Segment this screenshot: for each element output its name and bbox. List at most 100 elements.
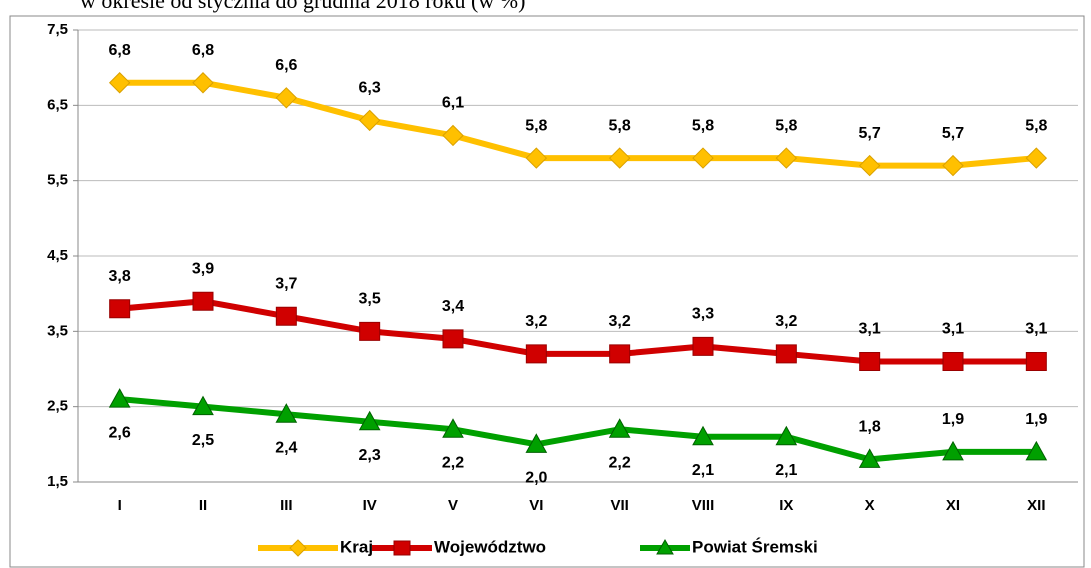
y-tick-label: 4,5 (47, 247, 68, 264)
y-tick-label: 1,5 (47, 473, 68, 490)
data-label: 3,2 (775, 313, 797, 330)
data-label: 6,8 (192, 42, 214, 59)
marker (1025, 147, 1048, 169)
data-label: 3,4 (442, 298, 464, 315)
data-label: 3,8 (109, 268, 131, 285)
x-tick-label: VII (610, 497, 628, 514)
data-label: 6,8 (109, 42, 131, 59)
data-label: 1,8 (859, 419, 881, 436)
data-label: 3,1 (1025, 321, 1047, 338)
data-label: 3,3 (692, 306, 714, 323)
marker (775, 147, 798, 169)
marker (608, 147, 631, 169)
data-label: 3,9 (192, 260, 214, 277)
data-label: 3,5 (359, 291, 381, 308)
marker (859, 351, 881, 371)
marker (692, 336, 714, 356)
chart-frame (9, 15, 1085, 568)
data-label: 5,8 (609, 117, 631, 134)
data-label: 2,5 (192, 432, 214, 449)
series-line (119, 298, 1037, 365)
y-tick-label: 3,5 (47, 322, 68, 339)
x-tick-label: XII (1027, 497, 1045, 514)
x-tick-label: III (280, 497, 293, 514)
x-tick-label: I (118, 497, 122, 514)
x-tick-label: IX (779, 497, 793, 514)
marker (775, 425, 798, 446)
marker (942, 154, 964, 177)
data-label: 3,2 (609, 313, 631, 330)
data-label: 6,6 (275, 57, 297, 74)
data-label: 3,1 (942, 321, 964, 338)
data-label: 2,1 (692, 462, 714, 479)
y-tick-label: 7,5 (47, 21, 68, 38)
marker (692, 147, 714, 169)
marker (358, 410, 381, 431)
y-tick-label: 5,5 (47, 172, 68, 189)
data-label: 2,2 (442, 454, 464, 471)
marker (442, 124, 464, 147)
series-line (119, 396, 1037, 463)
marker (192, 72, 214, 94)
x-tick-label: X (865, 497, 875, 514)
data-label: 3,1 (859, 321, 881, 338)
x-tick-label: II (199, 497, 207, 514)
marker (775, 344, 797, 364)
chart-title: w okresie od stycznia do grudnia 2018 ro… (80, 0, 525, 13)
marker (192, 395, 214, 416)
marker (609, 344, 631, 364)
data-label: 5,8 (1025, 117, 1047, 134)
marker (858, 154, 881, 177)
data-label: 1,9 (1025, 411, 1047, 428)
marker (942, 440, 964, 461)
data-label: 6,3 (359, 80, 381, 97)
marker (275, 306, 297, 326)
marker (942, 351, 964, 371)
marker (109, 299, 131, 319)
data-label: 5,7 (859, 125, 881, 142)
marker (192, 291, 214, 311)
legend-label: Kraj (340, 537, 373, 556)
marker (359, 321, 381, 341)
marker (858, 448, 881, 468)
data-label: 3,2 (525, 313, 547, 330)
marker (108, 388, 131, 408)
marker (275, 87, 298, 109)
x-tick-label: IV (363, 497, 377, 514)
marker (393, 540, 411, 556)
marker (692, 425, 714, 446)
data-label: 2,4 (275, 439, 297, 456)
x-tick-label: VI (529, 497, 543, 514)
y-tick-label: 6,5 (47, 96, 68, 113)
marker (525, 147, 548, 169)
x-tick-label: XI (946, 497, 960, 514)
marker (525, 433, 548, 453)
data-label: 2,2 (609, 454, 631, 471)
x-tick-label: V (448, 497, 458, 514)
data-label: 1,9 (942, 411, 964, 428)
data-label: 2,0 (525, 470, 547, 487)
marker (108, 72, 131, 94)
y-tick-label: 2,5 (47, 398, 68, 415)
marker (1025, 440, 1048, 461)
data-label: 5,8 (525, 117, 547, 134)
marker (608, 418, 631, 438)
marker (442, 418, 464, 438)
legend-label: Województwo (434, 537, 546, 556)
series-line (119, 79, 1037, 169)
data-label: 2,1 (775, 462, 797, 479)
marker (289, 539, 307, 557)
marker (275, 403, 298, 423)
marker (442, 329, 464, 349)
data-label: 5,8 (692, 117, 714, 134)
marker (358, 109, 381, 132)
data-label: 5,7 (942, 125, 964, 142)
marker (525, 344, 547, 364)
data-label: 6,1 (442, 95, 464, 112)
marker (1025, 351, 1047, 371)
marker (656, 538, 674, 555)
data-label: 2,3 (359, 447, 381, 464)
x-tick-label: VIII (692, 497, 715, 514)
legend-label: Powiat Śremski (692, 537, 818, 556)
